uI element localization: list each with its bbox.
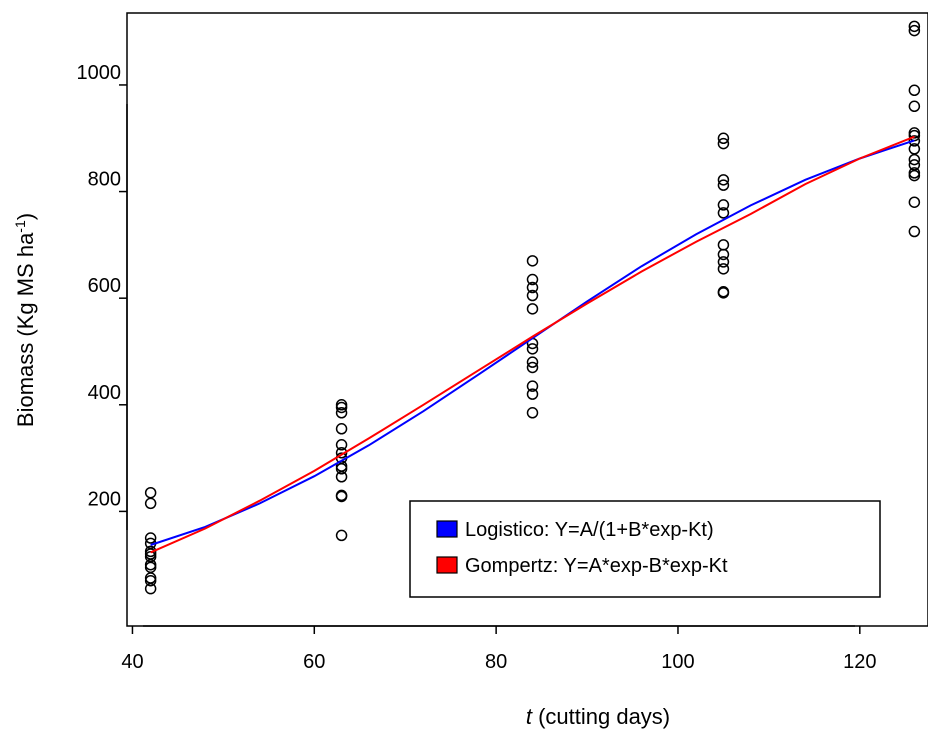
data-point [717,263,730,275]
data-point [144,582,157,595]
data-point [526,343,539,355]
data-point [335,401,348,414]
data-point [526,255,539,267]
legend-label-gompertz: Gompertz: Y=A*exp-B*exp-Kt [465,555,728,577]
data-point [717,239,730,251]
data-point [717,207,730,219]
data-point [526,361,539,374]
observation-points [144,20,921,595]
gompertz-curve [150,135,915,554]
legend-label-logistico: Logistico: Y=A/(1+B*exp-Kt) [465,519,714,541]
data-point [908,24,921,37]
x-tick-label: 120 [843,651,876,673]
data-point [908,153,921,166]
data-point [335,423,348,435]
y-tick-label: 1000 [77,62,122,84]
x-tick-label: 100 [661,651,694,673]
logistico-curve [150,139,915,546]
data-point [144,574,157,587]
y-axis: 200 400 600 800 1000 [77,62,128,530]
data-point [335,439,348,451]
data-point [526,407,539,419]
data-point [908,20,921,33]
data-point [335,463,348,475]
data-point [144,497,157,510]
data-point [717,132,730,145]
data-point [526,281,539,294]
data-point [908,169,921,182]
data-point [526,380,539,392]
legend-swatch-logistico [436,520,458,538]
data-point [717,137,730,150]
legend-box [409,500,881,598]
data-point [526,303,539,315]
data-point [908,196,921,208]
data-point [908,135,921,147]
fitted-curves [150,135,915,554]
x-tick-label: 40 [121,651,143,673]
data-point [335,470,348,483]
data-point [717,174,730,186]
y-tick-label: 800 [88,169,121,191]
data-point [335,529,348,542]
data-point [908,225,921,238]
data-point [144,532,157,544]
x-tick-label: 80 [485,651,507,673]
x-tick-label: 60 [303,651,325,673]
y-tick-label: 400 [88,382,121,404]
data-point [717,179,730,191]
y-axis-title: Biomass (Kg MS ha-1) [12,213,38,427]
legend-swatch-gompertz [436,556,458,574]
data-point [717,287,730,299]
data-point [335,490,348,503]
data-point [526,388,539,400]
data-point [717,256,730,268]
data-point [908,84,921,97]
legend: Logistico: Y=A/(1+B*exp-Kt) Gompertz: Y=… [409,500,881,598]
data-point [908,100,921,113]
y-tick-label: 200 [88,488,121,510]
data-point [526,356,539,368]
data-point [717,199,730,211]
data-point [335,407,348,419]
data-point [526,273,539,286]
y-tick-label: 600 [88,275,121,297]
data-point [144,486,157,499]
data-point [717,248,730,261]
x-axis-title: t (cutting days) [526,704,670,729]
x-axis: 40 60 80 100 120 [121,625,876,673]
data-point [526,289,539,302]
